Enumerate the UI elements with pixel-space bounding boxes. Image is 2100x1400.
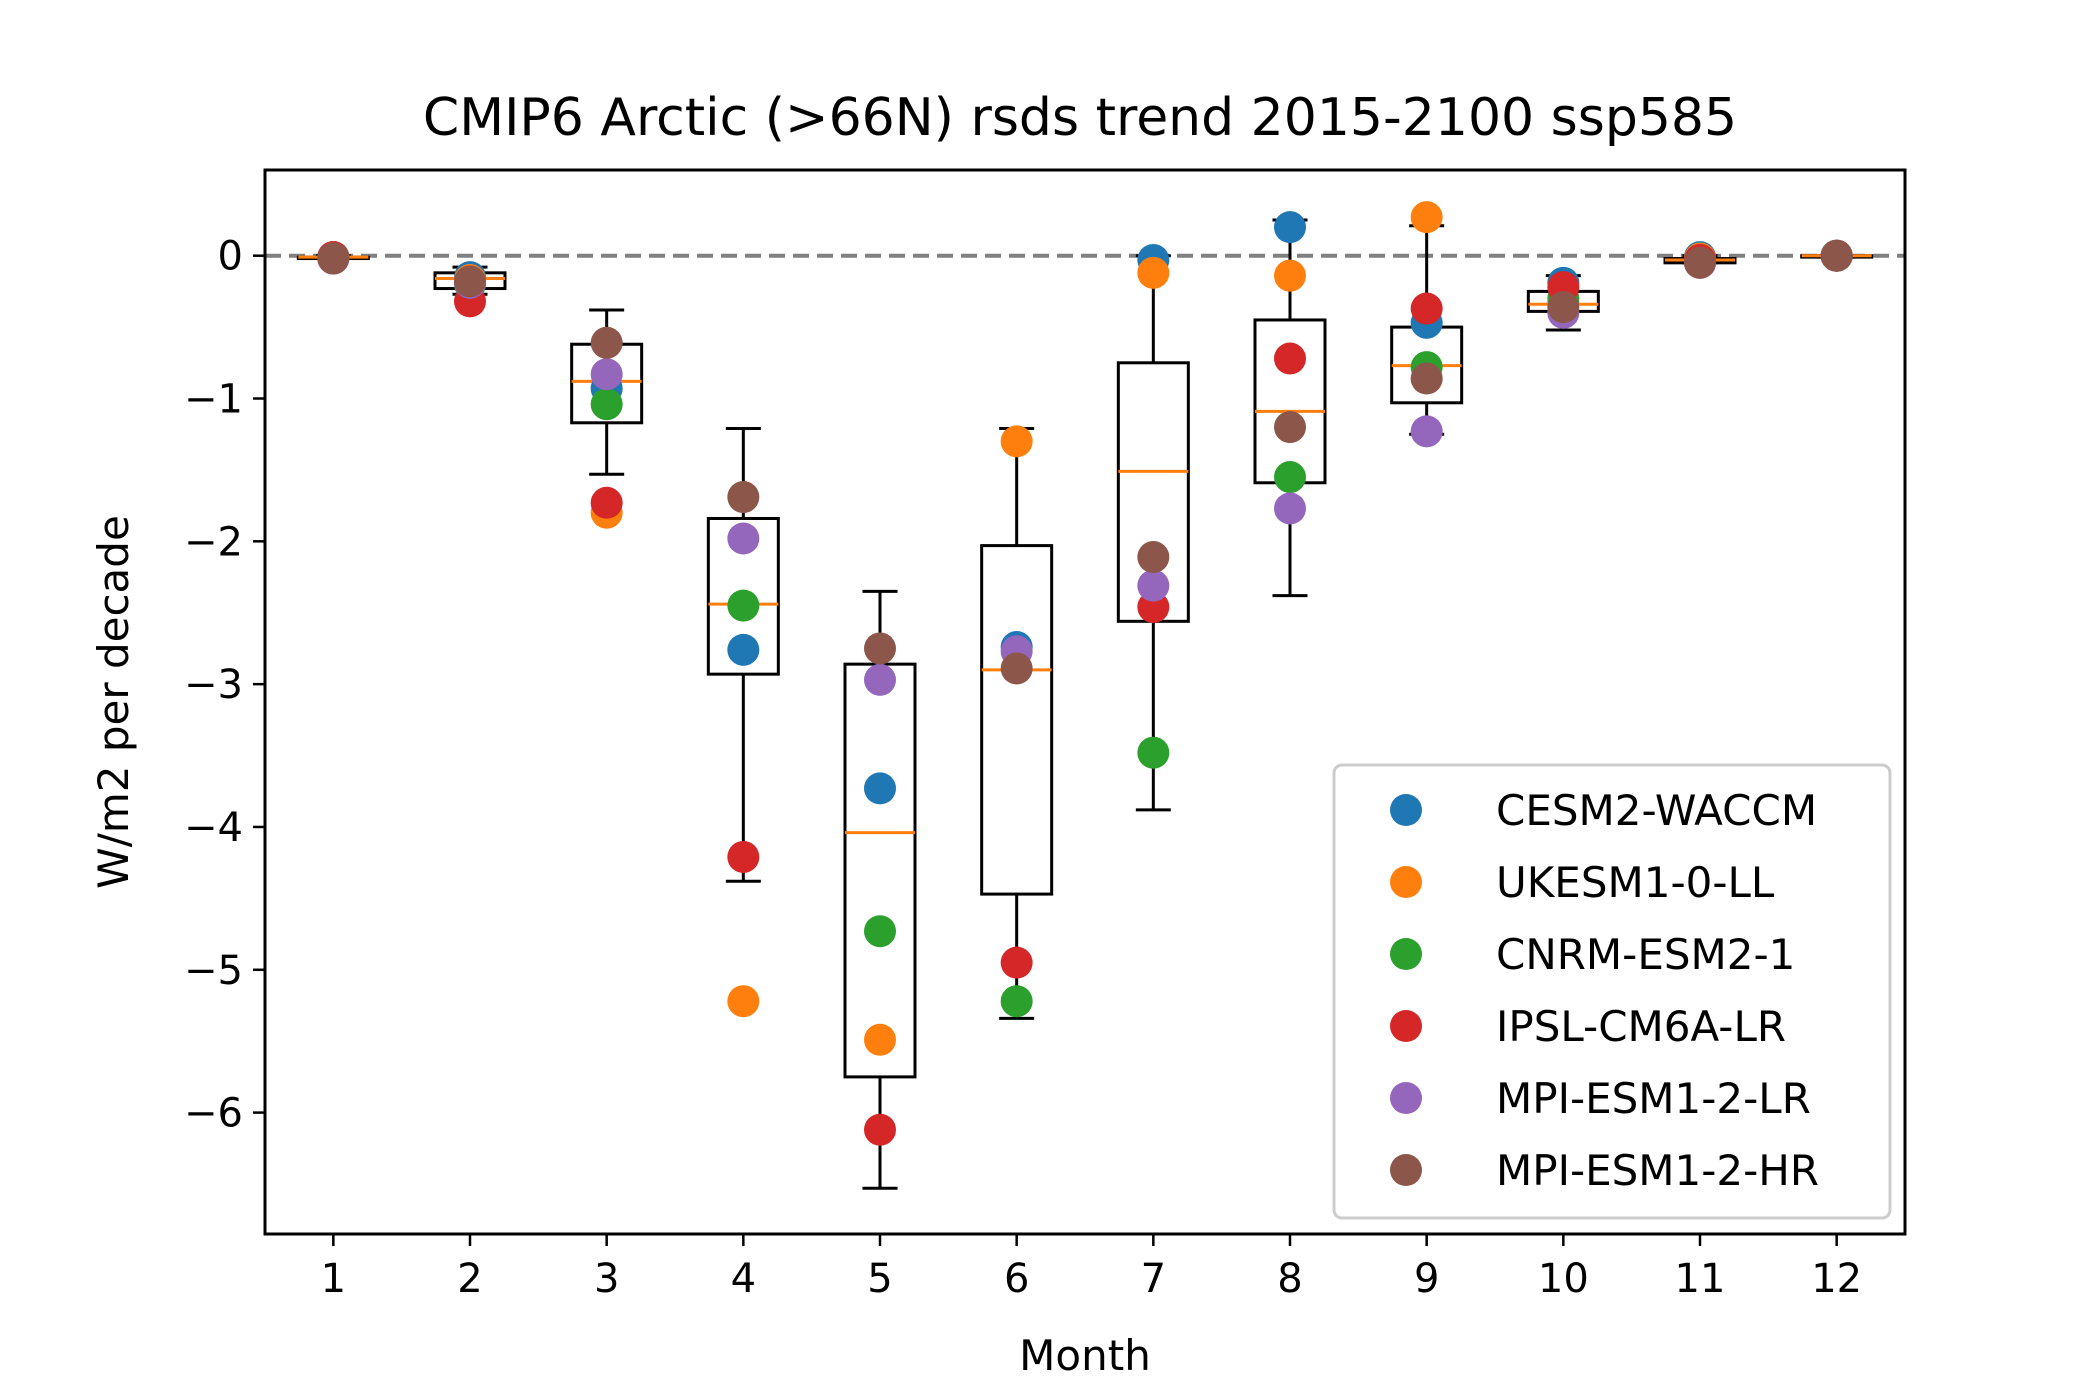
- legend-marker-ipsl-cm6a-lr: [1390, 1010, 1422, 1042]
- point-mpi-esm1-2-hr-month-6: [1000, 652, 1033, 685]
- y-tick-label-2: −2: [184, 519, 243, 565]
- point-mpi-esm1-2-lr-month-8: [1274, 492, 1306, 525]
- legend-marker-mpi-esm1-2-lr: [1390, 1082, 1422, 1114]
- point-ipsl-cm6a-lr-month-8: [1274, 342, 1306, 375]
- chart-title: CMIP6 Arctic (>66N) rsds trend 2015-2100…: [423, 88, 1737, 148]
- point-ukesm1-0-ll-month-4: [727, 985, 760, 1018]
- point-mpi-esm1-2-lr-month-7: [1137, 569, 1170, 602]
- x-tick-label-10: 10: [1538, 1256, 1589, 1302]
- y-tick-label-0: 0: [218, 234, 243, 280]
- point-mpi-esm1-2-hr-month-9: [1410, 362, 1443, 395]
- x-tick-label-9: 9: [1414, 1256, 1439, 1302]
- point-cesm2-waccm-month-8: [1274, 211, 1306, 244]
- point-mpi-esm1-2-hr-month-1: [317, 242, 350, 275]
- point-mpi-esm1-2-hr-month-3: [590, 326, 623, 359]
- legend-marker-cnrm-esm2-1: [1390, 938, 1422, 970]
- legend-marker-ukesm1-0-ll: [1390, 866, 1422, 898]
- point-mpi-esm1-2-lr-month-3: [590, 358, 623, 391]
- plot-frame: [263, 168, 1907, 1236]
- point-cnrm-esm2-1-month-5: [864, 915, 896, 948]
- point-cnrm-esm2-1-month-7: [1137, 736, 1170, 769]
- x-tick-label-2: 2: [457, 1256, 482, 1302]
- legend-frame: [1332, 763, 1892, 1220]
- point-mpi-esm1-2-lr-month-5: [864, 663, 896, 696]
- point-cesm2-waccm-month-5: [864, 772, 896, 805]
- point-mpi-esm1-2-lr-month-4: [727, 522, 760, 555]
- legend-label-ukesm1-0-ll: UKESM1-0-LL: [1496, 858, 1775, 907]
- y-axis-label: W/m2 per decade: [89, 515, 138, 889]
- legend-label-mpi-esm1-2-hr: MPI-ESM1-2-HR: [1496, 1146, 1819, 1195]
- legend-label-ipsl-cm6a-lr: IPSL-CM6A-LR: [1496, 1002, 1786, 1051]
- point-mpi-esm1-2-hr-month-2: [454, 265, 486, 298]
- legend-marker-mpi-esm1-2-hr: [1390, 1154, 1422, 1186]
- x-tick-label-11: 11: [1675, 1256, 1726, 1302]
- point-mpi-esm1-2-hr-month-4: [727, 481, 760, 514]
- axes: 1 2 3 4 5 6 7 8 9 10 11 120−1−2−3−4−5−6: [184, 234, 1862, 1302]
- box-iqr: [706, 516, 780, 676]
- point-ukesm1-0-ll-month-5: [864, 1023, 896, 1056]
- point-cnrm-esm2-1-month-3: [590, 388, 623, 421]
- x-tick-label-1: 1: [321, 1256, 346, 1302]
- point-mpi-esm1-2-hr-month-8: [1274, 411, 1306, 444]
- x-tick-label-8: 8: [1277, 1256, 1302, 1302]
- point-mpi-esm1-2-lr-month-9: [1410, 415, 1443, 448]
- point-ipsl-cm6a-lr-month-5: [864, 1113, 896, 1146]
- point-mpi-esm1-2-hr-month-11: [1684, 246, 1716, 279]
- x-axis-label: Month: [1019, 1331, 1151, 1380]
- x-tick-label-12: 12: [1811, 1256, 1862, 1302]
- point-mpi-esm1-2-hr-month-5: [864, 632, 896, 665]
- point-ukesm1-0-ll-month-7: [1137, 256, 1170, 289]
- y-tick-label-4: −4: [184, 805, 243, 851]
- point-ukesm1-0-ll-month-9: [1410, 201, 1443, 234]
- y-tick-label-3: −3: [184, 662, 243, 708]
- x-tick-label-6: 6: [1004, 1256, 1029, 1302]
- point-ukesm1-0-ll-month-8: [1274, 259, 1306, 292]
- point-cnrm-esm2-1-month-8: [1274, 461, 1306, 494]
- legend-label-cesm2-waccm: CESM2-WACCM: [1496, 786, 1817, 835]
- point-ipsl-cm6a-lr-month-3: [590, 486, 623, 519]
- point-cesm2-waccm-month-4: [727, 633, 760, 666]
- point-mpi-esm1-2-hr-month-7: [1137, 541, 1170, 574]
- box-iqr: [980, 544, 1054, 896]
- point-mpi-esm1-2-hr-month-12: [1820, 239, 1853, 272]
- legend: CESM2-WACCM UKESM1-0-LL CNRM-ESM2-1 IPSL-CM…: [1332, 763, 1892, 1220]
- legend-label-cnrm-esm2-1: CNRM-ESM2-1: [1496, 930, 1795, 979]
- point-ipsl-cm6a-lr-month-9: [1410, 292, 1443, 325]
- x-tick-label-3: 3: [594, 1256, 619, 1302]
- y-tick-label-6: −6: [184, 1091, 243, 1137]
- series-mpi-esm1-2-hr: [317, 239, 1853, 685]
- x-tick-label-4: 4: [731, 1256, 756, 1302]
- legend-marker-cesm2-waccm: [1390, 794, 1422, 826]
- y-tick-label-1: −1: [184, 377, 243, 423]
- plot-area: [265, 201, 1905, 1190]
- x-tick-label-7: 7: [1141, 1256, 1166, 1302]
- point-cnrm-esm2-1-month-6: [1000, 985, 1033, 1018]
- point-ipsl-cm6a-lr-month-4: [727, 840, 760, 873]
- legend-label-mpi-esm1-2-lr: MPI-ESM1-2-LR: [1496, 1074, 1811, 1123]
- point-ipsl-cm6a-lr-month-6: [1000, 946, 1033, 979]
- point-cnrm-esm2-1-month-4: [727, 589, 760, 622]
- x-tick-label-5: 5: [867, 1256, 892, 1302]
- point-ukesm1-0-ll-month-6: [1000, 425, 1033, 458]
- point-mpi-esm1-2-hr-month-10: [1547, 291, 1580, 324]
- y-tick-label-5: −5: [184, 948, 243, 994]
